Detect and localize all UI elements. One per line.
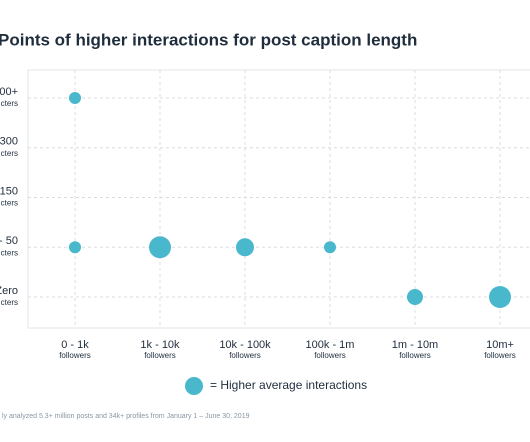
- y-tick-label: 300: [0, 136, 18, 148]
- x-tick-label: followers: [59, 351, 91, 360]
- footnote: ly analyzed 5.3+ million posts and 34k+ …: [2, 413, 250, 420]
- legend-marker: [185, 377, 203, 395]
- bubble: [407, 289, 423, 305]
- y-tick-label: Zero: [0, 285, 18, 297]
- bubble: [236, 238, 254, 257]
- x-tick-label: 1k - 10k: [140, 339, 180, 351]
- y-tick-label: - 50: [0, 235, 18, 247]
- bubble: [69, 92, 81, 104]
- y-tick-label: cters: [1, 149, 18, 158]
- y-tick-label: cters: [1, 248, 18, 257]
- plot-frame: [27, 69, 530, 329]
- legend-label: = Higher average interactions: [210, 378, 367, 392]
- bubble: [324, 241, 336, 254]
- x-tick-label: followers: [144, 351, 176, 360]
- x-tick-label: followers: [229, 351, 261, 360]
- y-tick-label: 150: [0, 185, 18, 197]
- x-tick-label: 100k - 1m: [306, 339, 355, 351]
- y-tick-label: 00+: [0, 86, 18, 98]
- x-tick-label: followers: [399, 351, 431, 360]
- x-tick-label: 0 - 1k: [61, 339, 89, 351]
- y-tick-label: cters: [1, 199, 18, 208]
- x-tick-label: 10k - 100k: [219, 339, 271, 351]
- x-tick-label: followers: [484, 351, 516, 360]
- bubble: [69, 241, 81, 254]
- chart-title: Points of higher interactions for post c…: [0, 30, 417, 49]
- y-tick-label: cters: [1, 99, 18, 108]
- x-tick-label: 10m+: [486, 339, 514, 351]
- bubble: [149, 236, 171, 259]
- x-tick-label: followers: [314, 351, 346, 360]
- x-tick-label: 1m - 10m: [392, 339, 438, 351]
- y-tick-label: cters: [1, 298, 18, 307]
- bubble: [489, 286, 511, 308]
